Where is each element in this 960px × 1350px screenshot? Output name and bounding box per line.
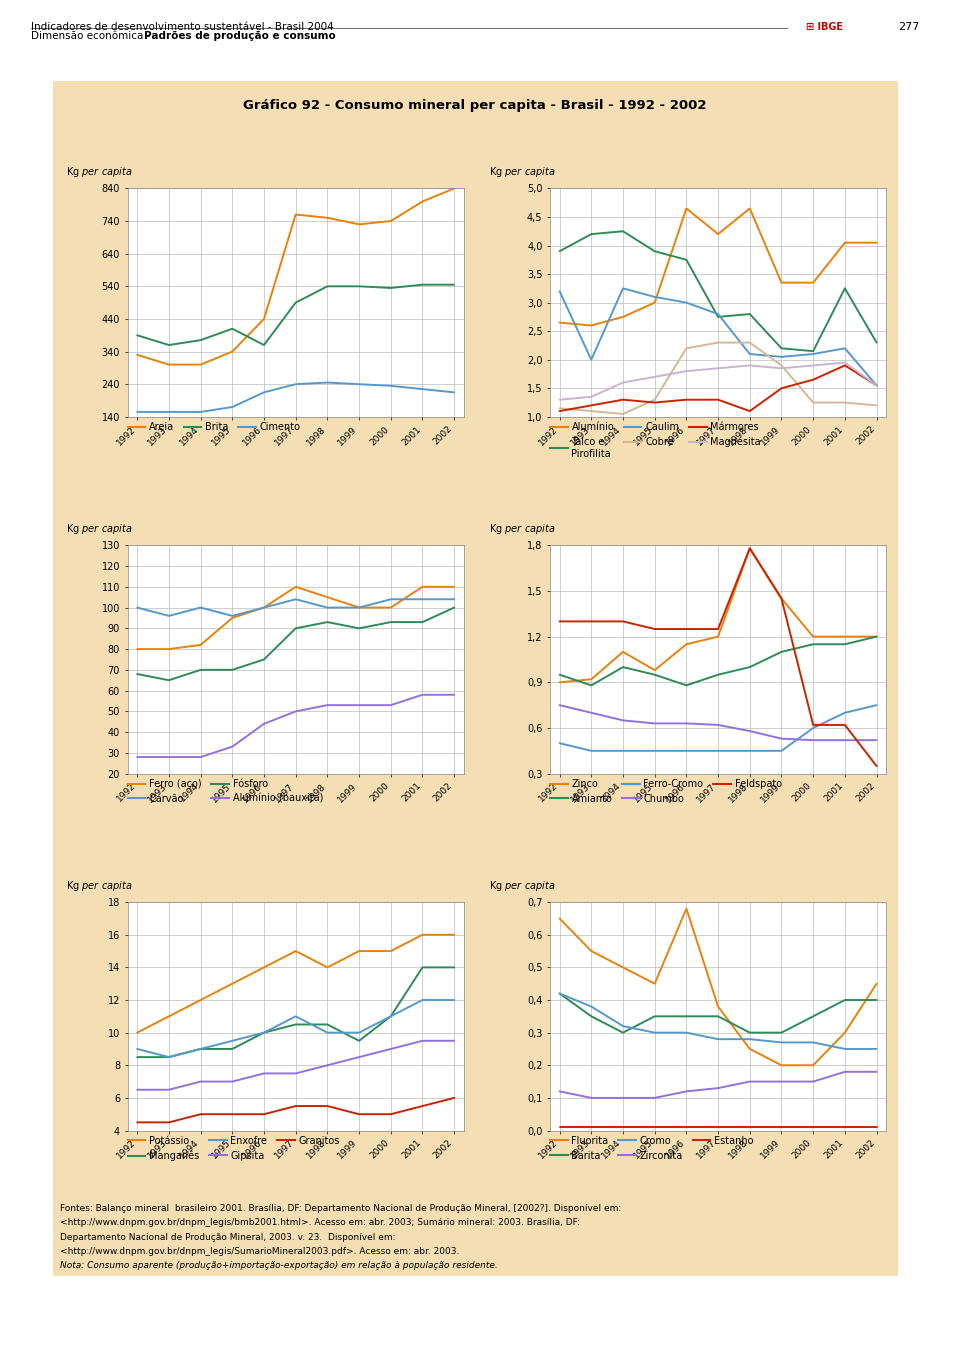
- Legend: Areia, Brita, Cimento: Areia, Brita, Cimento: [128, 423, 300, 432]
- Legend: Potássio, Manganês, Enxofre, Gipsita, Granitos: Potássio, Manganês, Enxofre, Gipsita, Gr…: [128, 1135, 340, 1161]
- Legend: Zinco, Amianto, Ferro-Cromo, Chumbo, Feldspato: Zinco, Amianto, Ferro-Cromo, Chumbo, Fel…: [550, 779, 781, 803]
- Text: Departamento Nacional de Produção Mineral, 2003. v. 23.  Disponível em:: Departamento Nacional de Produção Minera…: [60, 1233, 395, 1242]
- Text: <http://www.dnpm.gov.br/dnpm_legis/SumarioMineral2003.pdf>. Acesso em: abr. 2003: <http://www.dnpm.gov.br/dnpm_legis/Sumar…: [60, 1247, 459, 1256]
- Text: Dimensão econômica -: Dimensão econômica -: [31, 31, 154, 40]
- Text: Padrões de produção e consumo: Padrões de produção e consumo: [144, 31, 336, 40]
- Text: <http://www.dnpm.gov.br/dnpm_legis/bmb2001.html>. Acesso em: abr. 2003; Sumário : <http://www.dnpm.gov.br/dnpm_legis/bmb20…: [60, 1218, 580, 1227]
- Legend: Alumínio, Talco e
Pirofilita, Caulim, Cobre, Mármores, Magnesita: Alumínio, Talco e Pirofilita, Caulim, Co…: [550, 423, 761, 459]
- Text: Kg $\it{per\ capita}$: Kg $\it{per\ capita}$: [66, 522, 132, 536]
- Text: Kg $\it{per\ capita}$: Kg $\it{per\ capita}$: [489, 879, 555, 892]
- Text: Indicadores de desenvolvimento sustentável - Brasil 2004: Indicadores de desenvolvimento sustentáv…: [31, 22, 333, 31]
- Text: Kg $\it{per\ capita}$: Kg $\it{per\ capita}$: [489, 165, 555, 180]
- Legend: Fluorita, Barita, Cromo, Zirconita, Estanho: Fluorita, Barita, Cromo, Zirconita, Esta…: [550, 1135, 754, 1161]
- Text: 277: 277: [899, 22, 920, 31]
- Text: ⊞ IBGE: ⊞ IBGE: [806, 22, 844, 31]
- Text: Gráfico 92 - Consumo mineral per capita - Brasil - 1992 - 2002: Gráfico 92 - Consumo mineral per capita …: [244, 99, 707, 112]
- Text: Nota: Consumo aparente (produção+importação-exportação) em relação à população r: Nota: Consumo aparente (produção+importa…: [60, 1261, 497, 1270]
- Legend: Ferro (aço), Carvão, Fósforo, Alumínio (bauxita): Ferro (aço), Carvão, Fósforo, Alumínio (…: [128, 779, 324, 803]
- Text: Fontes: Balanço mineral  brasileiro 2001. Brasília, DF: Departamento Nacional de: Fontes: Balanço mineral brasileiro 2001.…: [60, 1204, 621, 1214]
- Text: Kg $\it{per\ capita}$: Kg $\it{per\ capita}$: [66, 879, 132, 892]
- Text: Kg $\it{per\ capita}$: Kg $\it{per\ capita}$: [489, 522, 555, 536]
- FancyBboxPatch shape: [53, 81, 898, 1276]
- Text: Kg $\it{per\ capita}$: Kg $\it{per\ capita}$: [66, 165, 132, 180]
